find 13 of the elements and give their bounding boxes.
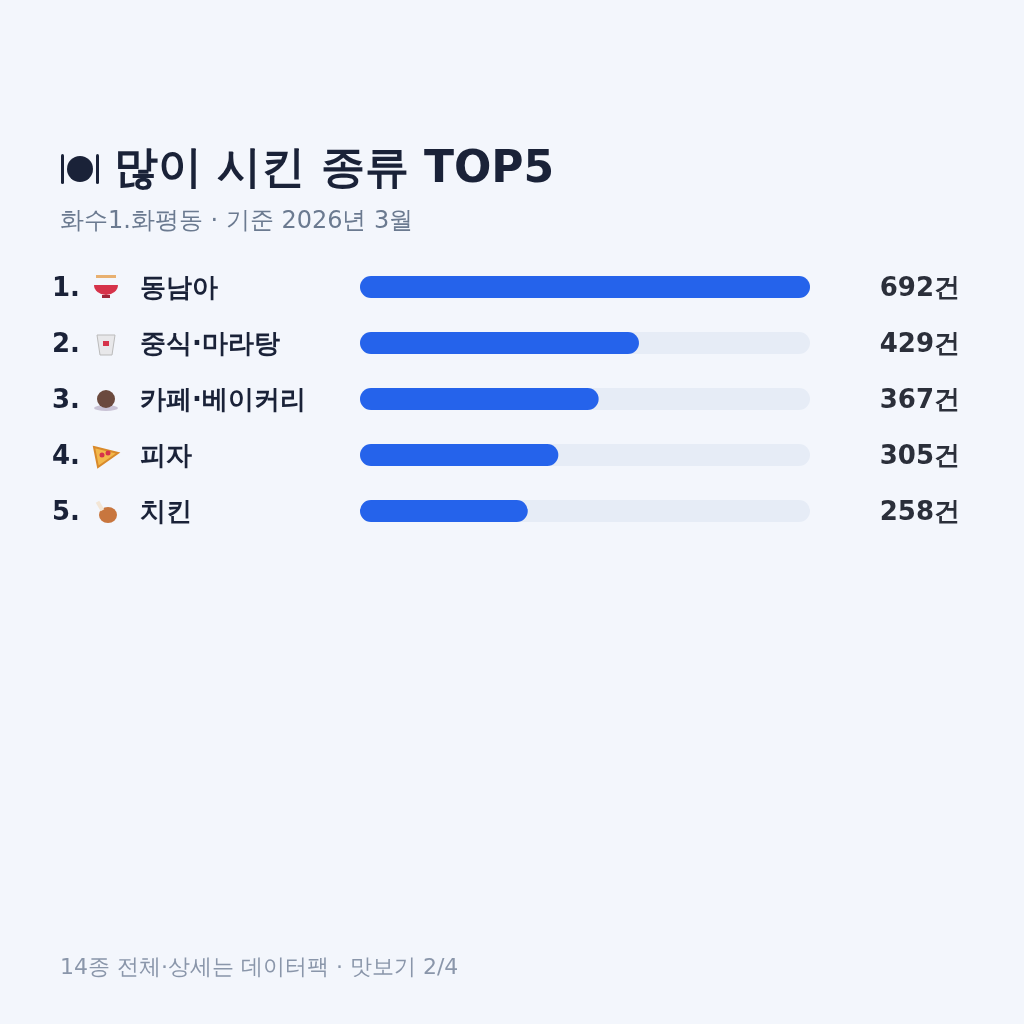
data-label: 429건 (879, 328, 960, 358)
text: 14종 전체·상세는 데이터팩 · 맛보기 2/4 (60, 953, 459, 981)
category-label: 4. 피자 (52, 440, 192, 470)
chart-subtitle: 화수1.화평동 · 기준 2026년 3월 (60, 205, 414, 236)
chart-title: 많이 시킨 종류 TOP5 (114, 140, 555, 194)
data-label: 367건 (879, 384, 960, 414)
data-label: 692건 (879, 272, 960, 302)
category-label: 3. 카페·베이커리 (52, 384, 306, 414)
category-label: 5. 치킨 (52, 496, 192, 526)
category-label: 1. 동남아 (52, 272, 218, 302)
data-label: 258건 (879, 496, 960, 526)
category-label: 2. 중식·마라탕 (52, 328, 280, 358)
data-label: 305건 (879, 440, 960, 470)
